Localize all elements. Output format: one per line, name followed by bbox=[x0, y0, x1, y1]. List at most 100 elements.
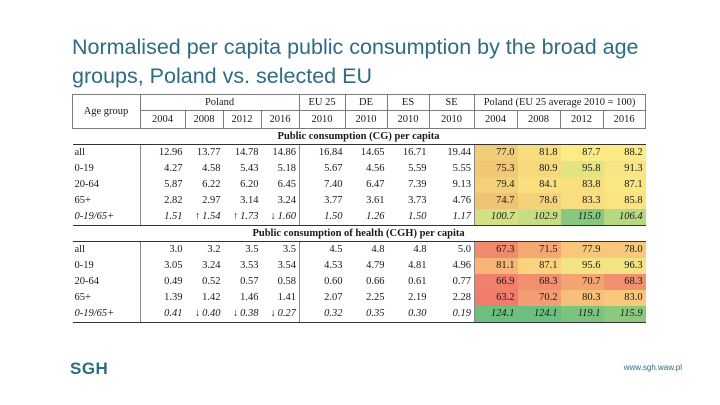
trend-arrow-icon: ↓ bbox=[232, 308, 239, 319]
cell-value: 1.39 bbox=[164, 292, 183, 303]
index-cell: 83.8 bbox=[560, 177, 604, 193]
value-cell: 3.61 bbox=[346, 193, 388, 209]
value-cell: 5.18 bbox=[262, 161, 300, 177]
data-table-wrapper: Age group Poland EU 25 DE ES SE Poland (… bbox=[72, 94, 647, 345]
cell-value: 91.3 bbox=[624, 163, 643, 174]
cell-value: 0.40 bbox=[202, 308, 221, 319]
value-cell: 5.0 bbox=[430, 242, 475, 259]
cell-value: 3.77 bbox=[324, 195, 343, 206]
cell-value: 0.66 bbox=[366, 276, 385, 287]
value-cell: 7.40 bbox=[299, 177, 346, 193]
trend-arrow-icon: ↓ bbox=[270, 308, 276, 319]
value-cell: ↓ 0.38 bbox=[223, 306, 262, 323]
ratio-row: 0-19/65+ 1.51 ↑ 1.54 ↑ 1.73 ↓ 1.60 1.50 1.26 1.50 1… bbox=[72, 209, 646, 226]
index-cell: 87.1 bbox=[517, 258, 561, 274]
cell-value: 0.77 bbox=[452, 276, 472, 287]
value-cell: 3.73 bbox=[388, 193, 430, 209]
cell-value: 1.17 bbox=[452, 211, 472, 222]
table-row: 20-64 0.49 0.52 0.57 0.58 0.60 0.66 0.61 0.77 66.… bbox=[73, 274, 646, 290]
cell-value: 88.2 bbox=[624, 147, 643, 158]
cell-value: 3.24 bbox=[202, 260, 221, 271]
index-cell: 106.4 bbox=[603, 209, 646, 226]
cell-value: 124.1 bbox=[490, 308, 515, 319]
cell-value: 3.2 bbox=[207, 244, 221, 255]
cell-value: 1.51 bbox=[164, 211, 183, 222]
index-cell: 78.0 bbox=[603, 241, 646, 258]
cell-value: 1.50 bbox=[324, 211, 343, 222]
section-title: Public consumption (CG) per capita bbox=[72, 128, 646, 145]
trend-arrow-icon: ↓ bbox=[194, 308, 201, 319]
index-cell: 83.0 bbox=[603, 290, 646, 306]
cell-value: 0.30 bbox=[408, 308, 427, 319]
cell-value: 66.9 bbox=[496, 276, 515, 287]
cell-value: 5.87 bbox=[164, 179, 183, 190]
cell-value: 4.58 bbox=[202, 163, 221, 174]
row-label: 20-64 bbox=[74, 276, 100, 287]
cell-value: 67.3 bbox=[496, 244, 515, 255]
cell-value: 3.14 bbox=[240, 195, 259, 206]
value-cell: 14.86 bbox=[262, 145, 300, 162]
value-cell: 0.61 bbox=[388, 274, 430, 290]
value-cell: 0.19 bbox=[429, 306, 475, 323]
cell-value: 9.13 bbox=[452, 179, 472, 190]
value-cell: 1.50 bbox=[387, 209, 430, 226]
value-cell: 1.51 bbox=[140, 209, 186, 226]
value-cell: 4.8 bbox=[388, 242, 430, 259]
table-row: 65+ 2.82 2.97 3.14 3.24 3.77 3.61 3.73 4.76 74.7 7… bbox=[73, 193, 646, 209]
cell-value: 0.27 bbox=[277, 308, 297, 319]
value-cell: 2.82 bbox=[140, 193, 186, 209]
row-label: 65+ bbox=[74, 195, 91, 206]
cell-value: 78.6 bbox=[539, 195, 558, 206]
value-cell: 6.22 bbox=[186, 177, 224, 193]
cell-value: 4.76 bbox=[452, 195, 472, 206]
cell-value: 0.32 bbox=[324, 308, 343, 319]
year-header: 2008 bbox=[517, 110, 562, 129]
index-cell: 81.8 bbox=[517, 144, 561, 161]
cell-value: 1.50 bbox=[408, 211, 427, 222]
year-header: 2016 bbox=[260, 110, 301, 129]
index-cell: 68.3 bbox=[603, 274, 646, 290]
table-row: 20-64 5.87 6.22 6.20 6.45 7.40 6.47 7.39 9.13 79.… bbox=[73, 177, 646, 193]
year-header: 2012 bbox=[560, 110, 605, 129]
cell-value: 4.27 bbox=[164, 163, 183, 174]
value-cell: 2.19 bbox=[388, 290, 430, 306]
trend-arrow-icon: ↑ bbox=[232, 211, 239, 222]
cell-value: 63.2 bbox=[496, 292, 515, 303]
year-header: 2004 bbox=[474, 110, 519, 129]
row-label: 65+ bbox=[74, 292, 91, 303]
cell-value: 2.25 bbox=[366, 292, 385, 303]
value-cell: 5.55 bbox=[430, 161, 475, 177]
cell-value: 83.3 bbox=[582, 195, 601, 206]
index-cell: 63.2 bbox=[474, 290, 518, 306]
cell-value: 2.97 bbox=[202, 195, 221, 206]
value-cell: ↓ 0.40 bbox=[185, 306, 224, 323]
index-cell: 100.7 bbox=[474, 209, 518, 226]
value-cell: 0.66 bbox=[346, 274, 388, 290]
cell-value: 80.9 bbox=[539, 163, 558, 174]
value-cell: 1.39 bbox=[140, 290, 186, 306]
website-url[interactable]: www.sgh.waw.pl bbox=[623, 363, 682, 372]
cell-value: 3.05 bbox=[164, 260, 183, 271]
cell-value: 81.8 bbox=[539, 147, 558, 158]
value-cell: 3.5 bbox=[224, 242, 262, 259]
row-label: 0-19 bbox=[74, 260, 94, 271]
header-eu25: EU 25 bbox=[299, 94, 347, 111]
row-label: all bbox=[74, 147, 86, 158]
cell-value: 0.60 bbox=[324, 276, 343, 287]
value-cell: ↓ 1.60 bbox=[261, 209, 300, 226]
value-cell: 3.2 bbox=[186, 242, 224, 259]
value-cell: 0.41 bbox=[140, 306, 186, 323]
table-row: 0-19 4.27 4.58 5.43 5.18 5.67 4.56 5.59 5.55 75.3… bbox=[73, 161, 646, 177]
cell-value: 85.8 bbox=[624, 195, 643, 206]
table-row: all 12.96 13.77 14.78 14.86 16.84 14.65 16.71 19… bbox=[73, 144, 646, 162]
value-cell: 3.5 bbox=[262, 242, 300, 259]
cell-value: 3.24 bbox=[277, 195, 297, 206]
value-cell: 3.53 bbox=[224, 258, 262, 274]
value-cell: 1.46 bbox=[224, 290, 262, 306]
index-cell: 83.3 bbox=[560, 193, 604, 209]
cell-value: 0.41 bbox=[164, 308, 183, 319]
value-cell: 16.84 bbox=[299, 144, 346, 161]
value-cell: ↑ 1.54 bbox=[185, 209, 224, 226]
header-index: Poland (EU 25 average 2010 = 100) bbox=[474, 94, 647, 111]
value-cell: 14.65 bbox=[346, 145, 388, 162]
